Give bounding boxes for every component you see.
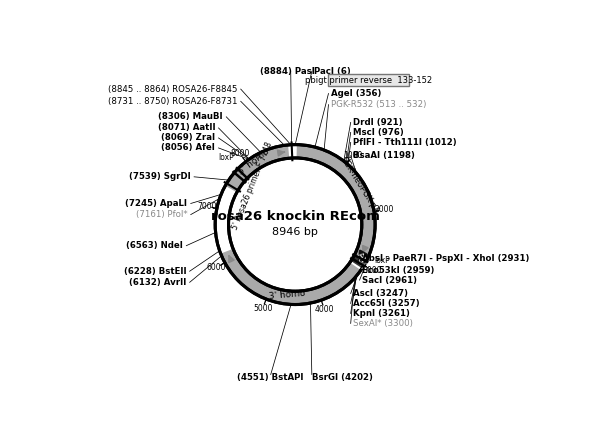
Wedge shape [351, 253, 367, 268]
Text: AscI (3247): AscI (3247) [353, 289, 408, 298]
Text: 5' homo: 5' homo [237, 147, 271, 177]
Text: (8056) AfeI: (8056) AfeI [162, 143, 215, 153]
Text: SacI (2961): SacI (2961) [362, 276, 417, 284]
Text: BsaAI (1198): BsaAI (1198) [353, 151, 415, 160]
Text: 3000: 3000 [363, 266, 382, 275]
Text: (6228) BstEII: (6228) BstEII [124, 267, 186, 276]
Text: 6000: 6000 [206, 263, 226, 272]
Text: 8000: 8000 [230, 149, 250, 158]
Text: PacI (6): PacI (6) [314, 67, 351, 76]
Text: (8731 .. 8750) ROSA26-F8731: (8731 .. 8750) ROSA26-F8731 [108, 97, 238, 106]
Text: (4551) BstAPI: (4551) BstAPI [238, 373, 304, 382]
Text: (6132) AvrII: (6132) AvrII [129, 278, 186, 287]
Text: loxP: loxP [374, 256, 390, 265]
Text: 4000: 4000 [315, 305, 334, 314]
Text: (7245) ApaLI: (7245) ApaLI [125, 199, 188, 208]
Text: PGK-R532 (513 .. 532): PGK-R532 (513 .. 532) [330, 100, 426, 109]
Text: (8306) MauBI: (8306) MauBI [159, 112, 223, 121]
FancyBboxPatch shape [328, 74, 409, 87]
Text: (6563) NdeI: (6563) NdeI [126, 241, 183, 250]
Text: Acc65I (3257): Acc65I (3257) [353, 299, 420, 308]
Text: KpnI (3261): KpnI (3261) [353, 309, 410, 318]
Text: (8845 .. 8864) ROSA26-F8845: (8845 .. 8864) ROSA26-F8845 [108, 85, 238, 94]
Text: (8069) ZraI: (8069) ZraI [161, 133, 215, 142]
Text: 3' homo: 3' homo [268, 288, 306, 301]
Text: 2000: 2000 [374, 205, 394, 214]
Text: (7161) PfoI*: (7161) PfoI* [136, 210, 188, 219]
Text: (8884) PasI: (8884) PasI [260, 67, 315, 76]
Text: BsrGI (4202): BsrGI (4202) [312, 373, 373, 382]
Text: loxP: loxP [218, 153, 234, 162]
Text: (7539) SgrDI: (7539) SgrDI [129, 172, 191, 181]
Wedge shape [225, 145, 289, 192]
Wedge shape [297, 145, 375, 260]
Text: pbigt primer reverse  133-152: pbigt primer reverse 133-152 [305, 76, 432, 85]
Text: AgeI (356): AgeI (356) [330, 89, 381, 98]
Text: (8071) AatII: (8071) AatII [157, 124, 215, 132]
Text: 5' Rosa26 primer F 7748: 5' Rosa26 primer F 7748 [230, 141, 274, 231]
Wedge shape [221, 249, 361, 305]
Text: 8946 bp: 8946 bp [272, 227, 318, 237]
Text: rosa26 knockin REcom: rosa26 knockin REcom [210, 210, 380, 223]
Text: PflFI - Tth111I (1012): PflFI - Tth111I (1012) [353, 138, 456, 147]
Text: PGK-neoPGK-pA: PGK-neoPGK-pA [338, 155, 380, 215]
Text: Eco53kI (2959): Eco53kI (2959) [362, 266, 434, 274]
Text: SexAI* (3300): SexAI* (3300) [353, 319, 413, 328]
Text: DrdI (921): DrdI (921) [353, 118, 402, 127]
Text: 1000: 1000 [344, 151, 363, 160]
Text: AbsI - PaeR7I - PspXI - XhoI (2931): AbsI - PaeR7I - PspXI - XhoI (2931) [362, 254, 529, 264]
Text: 5000: 5000 [253, 304, 273, 313]
Text: BGH: BGH [353, 252, 367, 271]
Text: MscI (976): MscI (976) [353, 128, 403, 137]
Text: 7000: 7000 [197, 202, 217, 211]
